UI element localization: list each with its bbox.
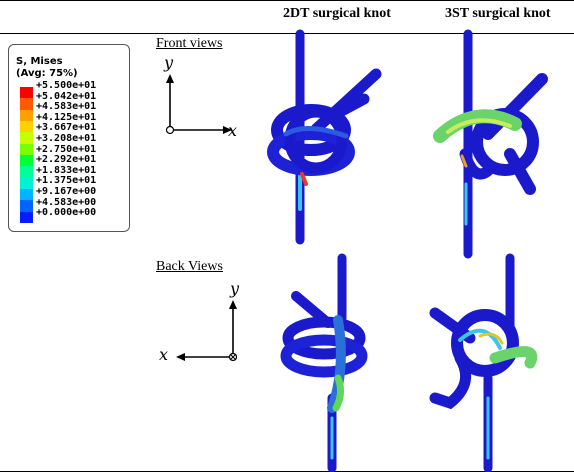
legend-swatch [20, 132, 33, 144]
front-axis-y-label: y [164, 53, 174, 72]
legend-value: +4.583e+01 [36, 101, 97, 113]
legend-value: +1.833e+01 [36, 164, 97, 176]
legend-color-bar [20, 87, 33, 223]
back-views-label: Back Views [156, 259, 223, 274]
legend-subtitle: (Avg: 75%) [16, 68, 78, 79]
legend-value: +0.000e+00 [36, 207, 97, 219]
legend-swatch [20, 98, 33, 110]
table-header-rule [0, 33, 574, 34]
back-axis-x-label: x [159, 345, 169, 364]
legend-swatch [20, 109, 33, 121]
legend-swatch [20, 177, 33, 189]
legend-value: +4.583e+00 [36, 196, 97, 208]
legend-swatch [20, 87, 33, 99]
knot-3st-front-image [433, 29, 548, 259]
knot-3st-back-image [429, 253, 538, 472]
legend-swatch [20, 154, 33, 167]
legend-swatch [20, 188, 33, 201]
stress-legend: S, Mises (Avg: 75%) +5.500e+01 +5.042e+01… [8, 44, 130, 232]
legend-value: +3.208e+01 [36, 132, 97, 144]
back-axis-y-label: y [230, 279, 240, 298]
legend-swatch [20, 120, 33, 133]
legend-swatch [20, 200, 33, 212]
legend-value: +4.125e+01 [36, 111, 97, 123]
front-axis-x-label: x [228, 121, 238, 140]
legend-value: +1.375e+01 [36, 175, 97, 187]
legend-value: +2.750e+01 [36, 143, 97, 155]
legend-swatch [20, 211, 33, 223]
front-axes-diagram [165, 74, 232, 135]
legend-swatch [20, 143, 33, 155]
column-header-3st: 3ST surgical knot [445, 6, 551, 21]
back-axes-diagram [176, 300, 238, 362]
column-header-2dt: 2DT surgical knot [283, 6, 391, 21]
legend-value: +9.167e+00 [36, 185, 97, 197]
legend-swatch [20, 166, 33, 178]
legend-values: +5.500e+01 +5.042e+01 +4.583e+01 +4.125e+01… [36, 80, 97, 219]
table-top-rule [0, 0, 574, 1]
front-views-label: Front views [156, 36, 223, 51]
legend-value: +5.500e+01 [36, 80, 97, 91]
legend-value: +2.292e+01 [36, 154, 97, 166]
knot-2dt-front-image [267, 29, 382, 245]
knot-2dt-back-image [280, 253, 368, 472]
legend-title: S, Mises [16, 56, 63, 67]
legend-value: +5.042e+01 [36, 90, 97, 102]
legend-value: +3.667e+01 [36, 122, 97, 134]
